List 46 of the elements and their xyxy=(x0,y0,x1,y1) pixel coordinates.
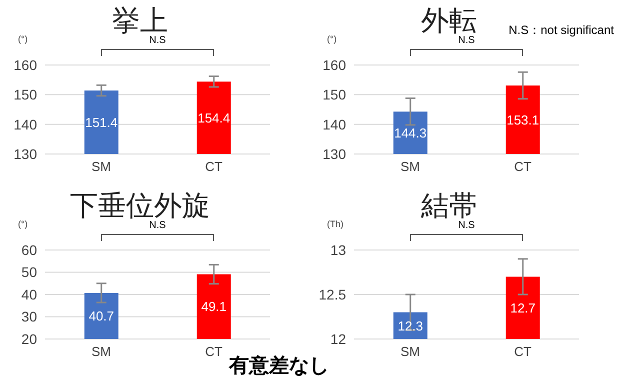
data-label: 151.4 xyxy=(85,114,118,130)
x-tick-label: SM xyxy=(400,344,420,360)
y-axis-title: (°) xyxy=(18,34,28,44)
chart-title: 挙上 xyxy=(112,5,168,36)
text: N.S xyxy=(148,220,167,231)
y-tick-label: 140 xyxy=(14,116,38,132)
y-tick-label: 30 xyxy=(21,308,38,325)
y-axis-title: (Th) xyxy=(327,219,344,229)
y-tick-label: 20 xyxy=(21,330,38,347)
data-label: 154.4 xyxy=(198,110,230,126)
y-tick-label: 140 xyxy=(322,116,346,132)
y-axis-title: (°) xyxy=(18,219,28,229)
data-label: 40.7 xyxy=(88,308,114,324)
x-tick-label: CT xyxy=(205,344,222,360)
y-tick-label: 12.5 xyxy=(318,286,346,302)
y-tick-label: 130 xyxy=(14,146,38,162)
y-tick-label: 150 xyxy=(14,86,38,103)
x-tick-label: CT xyxy=(514,159,532,174)
data-label: 153.1 xyxy=(506,112,540,128)
text: N.S xyxy=(457,35,476,46)
x-tick-label: SM xyxy=(92,159,111,174)
y-tick-label: 60 xyxy=(21,242,38,258)
data-label: 12.7 xyxy=(510,300,536,316)
x-tick-label: CT xyxy=(205,159,222,174)
text: N.S：not significant xyxy=(508,22,614,39)
text: 有意差なし xyxy=(229,354,329,379)
data-label: 144.3 xyxy=(394,125,427,140)
y-tick-label: 13 xyxy=(330,242,346,258)
y-tick-label: 50 xyxy=(21,264,38,280)
x-tick-label: CT xyxy=(514,344,532,360)
y-tick-label: 12 xyxy=(330,330,346,347)
y-tick-label: 40 xyxy=(21,286,38,302)
chart-title: 結帯 xyxy=(421,190,477,221)
data-label: 49.1 xyxy=(201,299,227,314)
y-tick-label: 150 xyxy=(322,86,346,103)
chart-title: 外転 xyxy=(421,5,477,36)
text: N.S xyxy=(148,35,167,46)
y-tick-label: 160 xyxy=(14,56,38,73)
x-tick-label: SM xyxy=(400,159,420,174)
x-tick-label: SM xyxy=(92,344,111,360)
y-tick-label: 130 xyxy=(322,146,346,162)
text: N.S xyxy=(457,220,476,231)
chart-title: 下垂位外旋 xyxy=(70,190,210,221)
data-label: 12.3 xyxy=(398,318,424,334)
y-axis-title: (°) xyxy=(327,34,337,44)
y-tick-label: 160 xyxy=(322,56,346,73)
